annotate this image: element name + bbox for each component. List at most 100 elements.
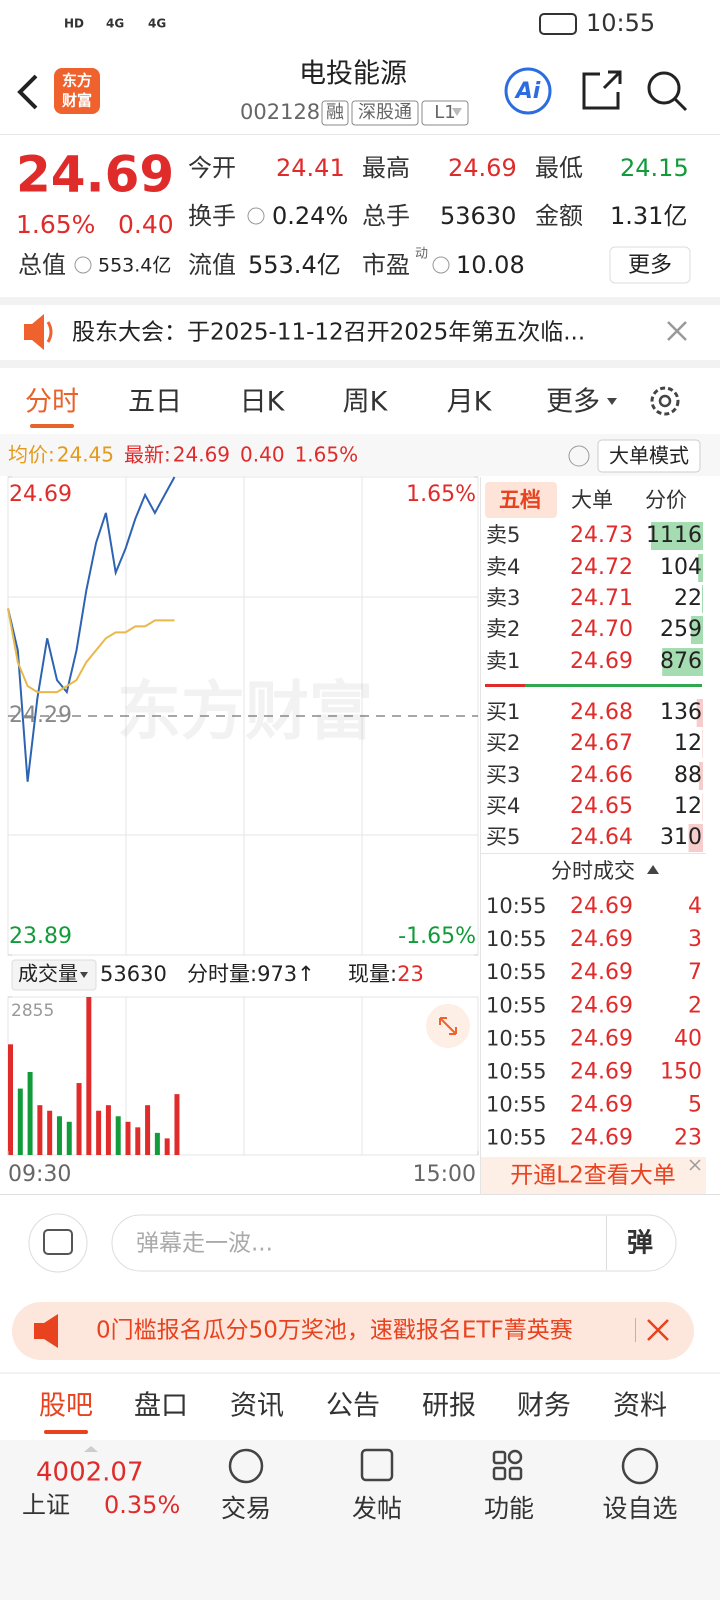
tag: 深股通	[358, 102, 412, 123]
book-volume: 104	[660, 555, 702, 580]
help-icon[interactable]	[568, 445, 590, 467]
trades-title[interactable]: 分时成交	[551, 859, 635, 883]
volume-bar	[66, 1121, 72, 1155]
field-value: 24.15	[620, 154, 689, 182]
book-price: 24.65	[570, 794, 633, 819]
bottom-tab[interactable]: 财务	[517, 1391, 571, 1422]
network-indicator: 4G	[106, 17, 124, 31]
tab-underline	[44, 1430, 88, 1434]
comment-placeholder[interactable]: 弹幕走一波...	[136, 1231, 273, 1257]
comment-input[interactable]	[111, 1214, 677, 1272]
speaker-icon	[46, 321, 53, 343]
x-tick-label: 09:30	[8, 1162, 71, 1187]
info-icon[interactable]	[247, 207, 265, 225]
book-volume: 88	[674, 763, 702, 788]
field-label: 总值	[18, 251, 66, 279]
book-tab[interactable]: 分价	[645, 488, 687, 512]
close-button[interactable]	[667, 321, 687, 341]
index-change[interactable]: 0.35%	[104, 1491, 180, 1519]
bottom-tab[interactable]: 股吧	[39, 1391, 93, 1422]
settings-button[interactable]	[650, 386, 680, 416]
volume-bar	[115, 1116, 121, 1155]
bottom-tab[interactable]: 研报	[422, 1391, 476, 1422]
bottom-tab[interactable]: 资讯	[230, 1391, 284, 1422]
banner-text[interactable]: 0门槛报名瓜分50万奖池，速戳报名ETF菁英赛	[96, 1318, 573, 1344]
info-icon[interactable]	[74, 256, 92, 274]
book-volume: 1116	[646, 523, 702, 548]
trade-volume: 2	[688, 993, 702, 1018]
book-label: 卖3	[486, 586, 520, 610]
logo[interactable]	[54, 68, 100, 114]
close-button[interactable]	[647, 1319, 669, 1341]
divider-buy	[525, 684, 702, 687]
post-icon	[360, 1448, 394, 1482]
trade-price: 24.69	[570, 927, 633, 952]
volume-bar	[651, 522, 703, 550]
tag-box	[321, 100, 349, 126]
comment-list-button[interactable]	[28, 1213, 88, 1273]
network-indicator: HD	[64, 17, 84, 31]
divider	[635, 1318, 636, 1342]
bottom-tab[interactable]: 公告	[326, 1391, 380, 1422]
danmaku-button[interactable]: 弹	[627, 1229, 653, 1259]
tab[interactable]: 更多	[546, 387, 600, 418]
notice-text[interactable]: 股东大会：于2025-11-12召开2025年第五次临...	[72, 320, 585, 346]
trade-price: 24.69	[570, 1026, 633, 1051]
mode-button[interactable]	[597, 439, 701, 473]
nav-item[interactable]: 发帖	[352, 1494, 402, 1523]
info-icon[interactable]	[432, 256, 450, 274]
search-button[interactable]	[647, 71, 681, 105]
ai-button[interactable]	[504, 67, 552, 115]
close-button[interactable]	[689, 1159, 701, 1171]
nav-item[interactable]: 功能	[484, 1494, 534, 1523]
back-button[interactable]	[17, 74, 38, 110]
index-value[interactable]: 4002.07	[36, 1458, 144, 1488]
volume-bar	[37, 1105, 43, 1155]
trade-volume: 23	[674, 1126, 702, 1151]
search-icon	[673, 97, 688, 112]
index-name[interactable]: 上证	[22, 1491, 70, 1519]
l2-bg[interactable]	[481, 1157, 706, 1194]
divider	[606, 1216, 607, 1270]
tab[interactable]: 月K	[447, 387, 493, 418]
bottom-tab[interactable]: 盘口	[134, 1391, 188, 1422]
book-tab[interactable]: 五档	[499, 488, 541, 512]
volume-selector[interactable]	[11, 959, 97, 991]
book-price: 24.68	[570, 700, 633, 725]
trade-time: 10:55	[486, 927, 547, 951]
book-volume: 12	[674, 731, 702, 756]
volume-bar	[125, 1121, 131, 1155]
nav-item[interactable]: 交易	[221, 1494, 271, 1523]
book-volume: 136	[660, 700, 702, 725]
volume-label[interactable]: 成交量	[18, 962, 78, 986]
info-item: 24.45	[57, 443, 114, 467]
more-button[interactable]	[609, 246, 691, 284]
tab[interactable]: 分时	[25, 387, 79, 418]
logo-text: 财富	[62, 92, 92, 110]
y-tick-label: 2855	[11, 1001, 54, 1021]
volume-bar	[8, 1044, 13, 1155]
banner-icon	[34, 1314, 58, 1348]
share-button[interactable]	[582, 70, 622, 110]
trade-time: 10:55	[486, 894, 547, 918]
book-price: 24.71	[570, 586, 633, 611]
index-arrow	[84, 1446, 98, 1452]
tab[interactable]: 日K	[240, 387, 286, 418]
banner-bg[interactable]	[12, 1302, 694, 1360]
mode-label[interactable]: 大单模式	[609, 444, 689, 468]
more-label[interactable]: 更多	[628, 253, 672, 278]
bottom-tab[interactable]: 资料	[613, 1391, 667, 1422]
book-tab[interactable]: 大单	[571, 488, 613, 512]
minute-volume-label: 分时量:	[187, 962, 257, 986]
tab[interactable]: 五日	[128, 387, 182, 418]
l2-link[interactable]: 开通L2查看大单	[510, 1163, 675, 1189]
dropdown-icon	[607, 398, 617, 405]
trade-price: 24.69	[570, 1126, 633, 1151]
volume-bar	[698, 762, 703, 790]
tab[interactable]: 周K	[343, 387, 389, 418]
field-label: 最低	[535, 154, 583, 182]
nav-item[interactable]: 设自选	[602, 1494, 677, 1523]
trade-price: 24.69	[570, 1060, 633, 1085]
y2-tick-label: 1.65%	[406, 482, 476, 507]
trade-time: 10:55	[486, 1026, 547, 1050]
